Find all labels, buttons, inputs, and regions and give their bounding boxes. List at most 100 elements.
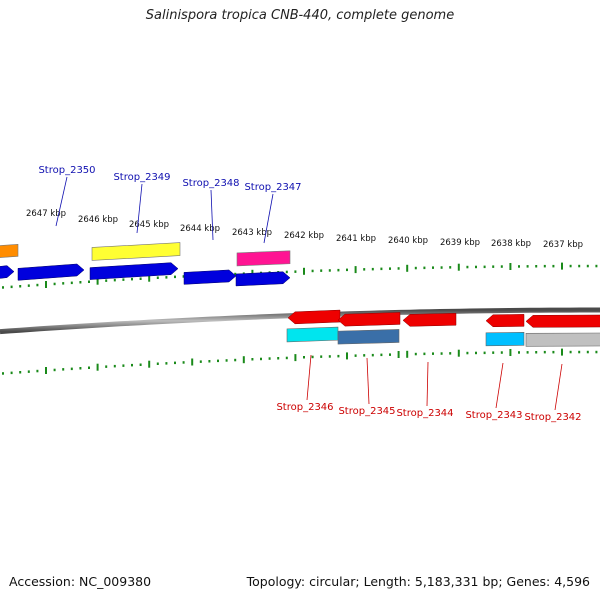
- tick-mark: [70, 367, 73, 371]
- tick-mark: [53, 368, 56, 372]
- reverse-feature-block: [286, 326, 339, 343]
- forward-gene-label: Strop_2348: [182, 178, 239, 189]
- tick-mark: [139, 363, 142, 366]
- forward-gene-label: Strop_2350: [38, 165, 95, 176]
- tick-mark: [475, 265, 477, 269]
- tick-mark: [500, 265, 503, 268]
- tick-mark: [2, 286, 4, 289]
- tick-mark: [552, 264, 555, 268]
- kbp-label: 2637 kbp: [543, 240, 583, 250]
- tick-mark: [406, 264, 409, 272]
- tick-mark: [96, 277, 99, 285]
- tick-mark: [174, 275, 176, 279]
- tick-mark: [165, 276, 168, 279]
- tick-mark: [363, 354, 366, 357]
- accession-label: Accession: NC_009380: [9, 574, 152, 589]
- tick-mark: [320, 269, 323, 272]
- tick-mark: [543, 350, 546, 354]
- kbp-label: 2647 kbp: [26, 209, 66, 219]
- tick-mark: [371, 267, 374, 271]
- tick-mark: [148, 274, 151, 282]
- tick-mark: [234, 358, 237, 362]
- tick-mark: [509, 349, 512, 356]
- tick-mark: [10, 285, 13, 289]
- tick-mark: [27, 370, 30, 373]
- tick-mark: [303, 356, 305, 359]
- tick-mark: [595, 264, 598, 268]
- kbp-label: 2641 kbp: [336, 234, 376, 244]
- forward-gene-arrow: [17, 263, 85, 281]
- tick-mark: [449, 352, 452, 355]
- tick-mark: [414, 266, 417, 270]
- kbp-label: 2639 kbp: [440, 238, 480, 248]
- tick-mark: [36, 283, 39, 287]
- reverse-gene-arrow: [525, 314, 600, 328]
- tick-mark: [311, 355, 314, 359]
- tick-mark: [45, 281, 47, 288]
- leader-line: [136, 183, 143, 234]
- genome-summary: Topology: circular; Length: 5,183,331 bp…: [246, 574, 590, 589]
- forward-feature-block: [236, 250, 291, 267]
- tick-mark: [500, 351, 503, 354]
- tick-mark: [208, 360, 211, 363]
- kbp-scale-labels: 2647 kbp 2646 kbp 2645 kbp 2644 kbp 2643 kbp…: [26, 209, 583, 250]
- tick-mark: [311, 269, 314, 273]
- tick-mark: [526, 265, 529, 268]
- leader-line: [554, 363, 563, 411]
- tick-mark: [62, 368, 65, 371]
- tick-mark: [303, 267, 305, 275]
- tick-mark: [268, 357, 271, 360]
- tick-mark: [389, 267, 391, 270]
- reverse-feature-block: [485, 332, 525, 347]
- tick-mark: [569, 264, 572, 268]
- tick-mark: [182, 275, 185, 278]
- tick-mark: [88, 280, 90, 283]
- tick-mark: [174, 361, 176, 365]
- inner-tick-ring: [2, 348, 598, 375]
- tick-mark: [79, 281, 82, 284]
- tick-mark: [113, 364, 116, 368]
- tick-mark: [543, 264, 546, 268]
- tick-mark: [62, 282, 65, 285]
- tick-mark: [354, 266, 357, 274]
- tick-mark: [414, 352, 417, 356]
- tick-mark: [440, 352, 443, 355]
- tick-mark: [526, 351, 529, 354]
- kbp-label: 2638 kbp: [491, 239, 531, 249]
- kbp-label: 2640 kbp: [388, 236, 428, 246]
- reverse-gene-label: Strop_2345: [338, 406, 395, 417]
- tick-mark: [36, 369, 39, 373]
- tick-mark: [457, 349, 460, 357]
- feature-track: [0, 242, 600, 347]
- forward-gene-label: Strop_2349: [113, 172, 170, 183]
- tick-mark: [10, 371, 13, 375]
- tick-mark: [156, 362, 159, 365]
- reverse-gene-label: Strop_2346: [276, 402, 333, 413]
- tick-mark: [475, 351, 477, 355]
- tick-mark: [586, 264, 589, 268]
- tick-mark: [346, 352, 348, 360]
- tick-mark: [45, 367, 47, 374]
- tick-mark: [449, 266, 452, 269]
- tick-mark: [294, 270, 297, 273]
- leader-line: [426, 361, 429, 407]
- leader-line: [495, 362, 504, 409]
- tick-mark: [320, 355, 323, 358]
- tick-mark: [113, 278, 116, 282]
- tick-mark: [337, 268, 340, 272]
- forward-feature-block: [91, 242, 181, 261]
- tick-mark: [251, 358, 254, 361]
- reverse-gene-label: Strop_2343: [465, 410, 522, 421]
- tick-mark: [595, 350, 598, 354]
- tick-mark: [27, 284, 30, 287]
- forward-gene-label: Strop_2347: [244, 182, 301, 193]
- tick-mark: [122, 278, 125, 281]
- tick-mark: [466, 265, 469, 269]
- forward-gene-arrow: [0, 265, 15, 279]
- tick-mark: [337, 354, 340, 358]
- gene-track: [0, 262, 600, 328]
- tick-mark: [483, 265, 486, 269]
- reverse-gene-label: Strop_2344: [396, 408, 453, 419]
- tick-mark: [483, 351, 486, 355]
